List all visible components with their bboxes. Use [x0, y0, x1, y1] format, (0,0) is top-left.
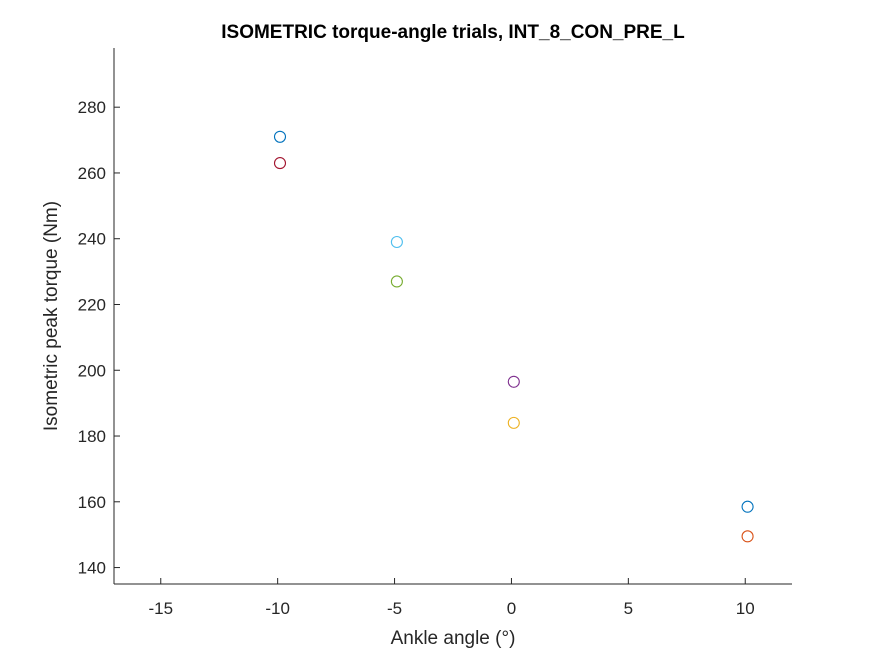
x-tick-label: 5	[624, 599, 633, 618]
y-tick-label: 280	[78, 98, 106, 117]
data-point	[507, 416, 520, 429]
y-tick-label: 240	[78, 230, 106, 249]
x-ticks: -15 -10 -5 0 5 10	[148, 578, 755, 618]
y-tick-label: 200	[78, 361, 106, 380]
data-point	[741, 530, 754, 543]
y-tick-label: 260	[78, 164, 106, 183]
data-point	[507, 375, 520, 388]
x-tick-label: 0	[507, 599, 516, 618]
axes	[113, 48, 792, 585]
x-tick-label: -10	[265, 599, 290, 618]
y-ticks: 140 160 180 200 220 240 260 280	[78, 98, 120, 578]
x-axis-label: Ankle angle (°)	[391, 628, 516, 649]
data-point	[390, 275, 403, 288]
x-tick-label: -5	[387, 599, 402, 618]
x-tick-label: 10	[736, 599, 755, 618]
y-tick-label: 140	[78, 559, 106, 578]
data-point	[741, 500, 754, 513]
x-tick-label: -15	[148, 599, 173, 618]
data-point	[390, 235, 403, 249]
y-axis-label: Isometric peak torque (Nm)	[41, 201, 62, 431]
data-markers	[273, 130, 754, 543]
chart-title: ISOMETRIC torque-angle trials, INT_8_CON…	[221, 22, 685, 43]
y-tick-label: 180	[78, 427, 106, 446]
y-tick-label: 160	[78, 493, 106, 512]
y-tick-label: 220	[78, 295, 106, 314]
data-point	[273, 157, 287, 170]
data-point	[273, 130, 287, 143]
